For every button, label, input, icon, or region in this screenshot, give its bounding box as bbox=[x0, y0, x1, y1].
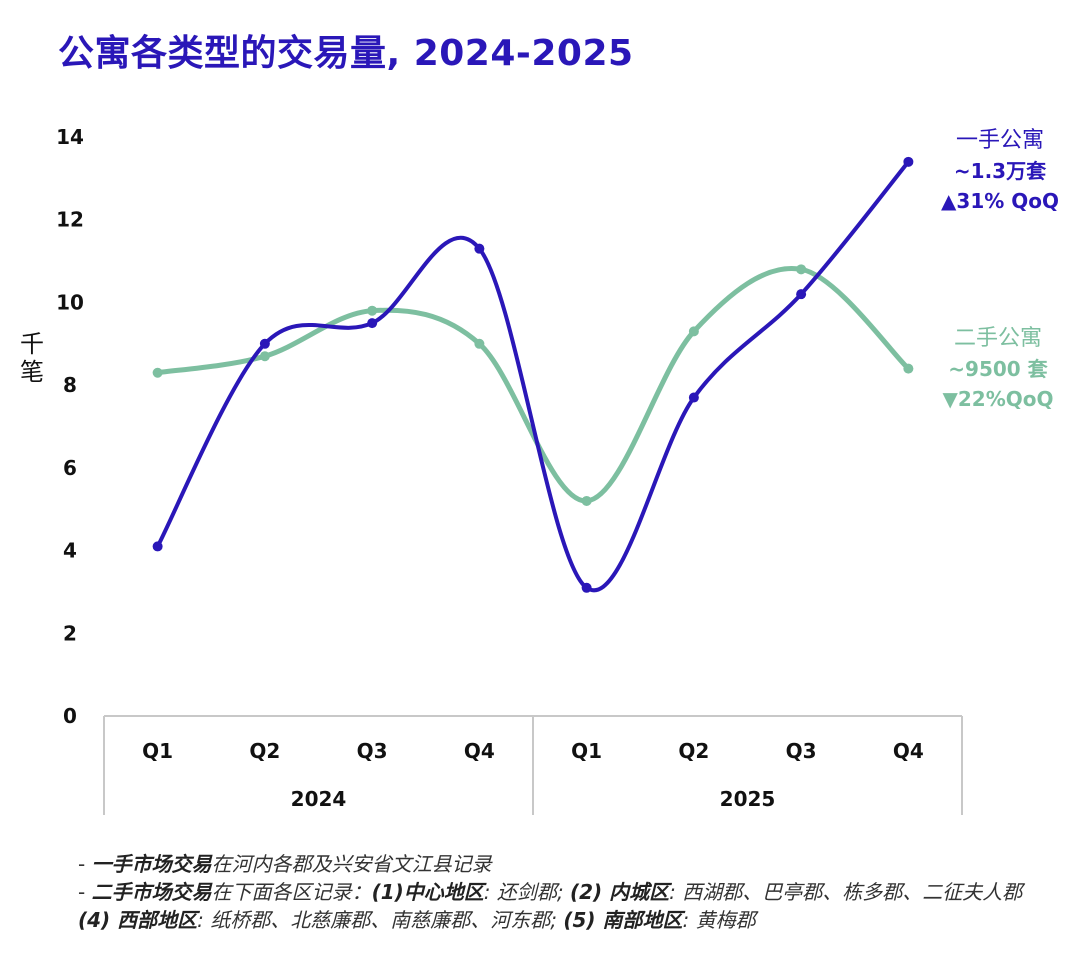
footnotes: - 一手市场交易在河内各郡及兴安省文江县记录 - 二手市场交易在下面各区记录：(… bbox=[78, 850, 1078, 934]
footnote-region-5-text: : 黄梅郡 bbox=[682, 908, 756, 932]
x-group-label: 2025 bbox=[720, 787, 776, 811]
footnote-primary-bold: 一手市场交易 bbox=[91, 852, 212, 876]
annotation-used-change: ▼22%QoQ bbox=[942, 387, 1054, 411]
y-tick-label: 2 bbox=[63, 621, 77, 645]
annotation-new-volume: ~1.3万套 bbox=[953, 159, 1047, 183]
data-point-used bbox=[903, 363, 914, 374]
x-tick-label: Q2 bbox=[678, 739, 709, 763]
data-point-used bbox=[367, 305, 378, 316]
x-tick-label: Q4 bbox=[893, 739, 924, 763]
x-group-label: 2024 bbox=[291, 787, 347, 811]
data-point-used bbox=[796, 264, 807, 275]
data-point-used bbox=[259, 351, 270, 362]
y-tick-label: 0 bbox=[63, 704, 77, 728]
footnote-region-4-text: : 纸桥郡、北慈廉郡、南慈廉郡、河东郡; bbox=[197, 908, 564, 932]
footnote-secondary-text: 在下面各区记录： bbox=[211, 880, 372, 904]
x-tick-label: Q3 bbox=[357, 739, 388, 763]
annotation-used-title: 二手公寓 bbox=[953, 326, 1042, 351]
data-point-new bbox=[903, 156, 914, 167]
footnote-primary: - 一手市场交易在河内各郡及兴安省文江县记录 bbox=[78, 850, 1078, 878]
y-tick-label: 10 bbox=[56, 290, 84, 314]
footnote-dash: - bbox=[78, 852, 92, 876]
footnote-region-1: (1)中心地区 bbox=[371, 880, 484, 904]
footnote-regions-cont: (4) 西部地区: 纸桥郡、北慈廉郡、南慈廉郡、河东郡; (5) 南部地区: 黄… bbox=[78, 906, 1078, 934]
data-point-new bbox=[259, 338, 270, 349]
annotation-used-apartments: 二手公寓 ~9500 套 ▼22%QoQ bbox=[918, 324, 1078, 414]
footnote-region-5: (5) 南部地区 bbox=[563, 908, 683, 932]
data-point-used bbox=[581, 495, 592, 506]
annotation-new-title: 一手公寓 bbox=[955, 128, 1044, 153]
data-point-new bbox=[796, 289, 807, 300]
data-point-new bbox=[367, 318, 378, 329]
data-point-new bbox=[688, 392, 699, 403]
x-tick-label: Q4 bbox=[464, 739, 495, 763]
footnote-secondary-bold: 二手市场交易 bbox=[91, 880, 212, 904]
data-point-new bbox=[474, 243, 485, 254]
footnote-secondary: - 二手市场交易在下面各区记录：(1)中心地区: 还剑郡; (2) 内城区: 西… bbox=[78, 878, 1078, 906]
footnote-region-1-text: : 还剑郡; bbox=[483, 880, 570, 904]
y-tick-label: 4 bbox=[63, 539, 77, 563]
data-point-used bbox=[688, 326, 699, 337]
annotation-used-volume: ~9500 套 bbox=[948, 357, 1048, 381]
x-tick-label: Q2 bbox=[249, 739, 280, 763]
footnote-region-2-text: : 西湖郡、巴亭郡、栋多郡、二征夫人郡 bbox=[669, 880, 1023, 904]
annotation-new-change: ▲31% QoQ bbox=[941, 189, 1059, 213]
data-point-used bbox=[474, 338, 485, 349]
footnote-region-2: (2) 内城区 bbox=[569, 880, 670, 904]
footnote-dash: - bbox=[78, 880, 92, 904]
y-tick-label: 12 bbox=[56, 208, 84, 232]
data-point-used bbox=[152, 367, 163, 378]
annotation-new-apartments: 一手公寓 ~1.3万套 ▲31% QoQ bbox=[920, 126, 1080, 216]
series-line-used bbox=[155, 266, 911, 504]
chart-title: 公寓各类型的交易量, 2024-2025 bbox=[58, 33, 634, 74]
y-axis-label: 千笔 bbox=[20, 330, 44, 386]
footnote-primary-text: 在河内各郡及兴安省文江县记录 bbox=[211, 852, 492, 876]
y-tick-label: 6 bbox=[63, 456, 77, 480]
x-tick-label: Q1 bbox=[142, 739, 173, 763]
data-point-new bbox=[152, 541, 163, 552]
x-tick-label: Q3 bbox=[786, 739, 817, 763]
data-point-new bbox=[581, 582, 592, 593]
series-line-new bbox=[155, 159, 911, 593]
footnote-region-4: (4) 西部地区 bbox=[78, 908, 198, 932]
y-tick-label: 14 bbox=[56, 125, 84, 149]
y-tick-label: 8 bbox=[63, 373, 77, 397]
x-tick-label: Q1 bbox=[571, 739, 602, 763]
